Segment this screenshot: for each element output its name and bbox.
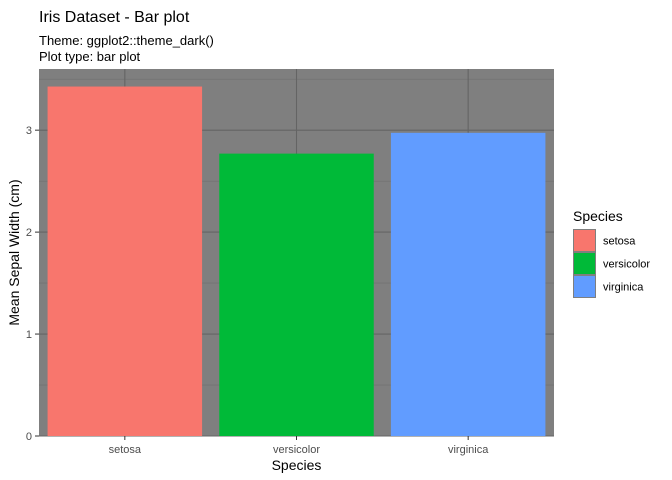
x-axis-ticks: setosa versicolor virginica bbox=[109, 436, 489, 456]
legend-label: versicolor bbox=[603, 259, 650, 271]
bars bbox=[47, 86, 546, 437]
y-tick-label: 3 bbox=[26, 125, 32, 137]
legend-label: setosa bbox=[603, 236, 636, 248]
x-tick-label: versicolor bbox=[273, 444, 320, 456]
x-tick-label: setosa bbox=[109, 444, 142, 456]
y-tick-label: 2 bbox=[26, 227, 32, 239]
x-tick-label: virginica bbox=[448, 444, 489, 456]
chart-subtitle-line-1: Theme: ggplot2::theme_dark() bbox=[39, 33, 214, 48]
y-tick-label: 1 bbox=[26, 329, 32, 341]
legend: setosa versicolor virginica bbox=[573, 229, 650, 298]
y-axis-ticks: 0 1 2 3 bbox=[26, 125, 39, 443]
bar-virginica bbox=[390, 132, 546, 437]
chart-title: Iris Dataset - Bar plot bbox=[39, 9, 190, 26]
bar-setosa bbox=[47, 86, 203, 436]
legend-label: virginica bbox=[603, 282, 644, 294]
bar-versicolor bbox=[219, 153, 374, 436]
y-axis-title: Mean Sepal Width (cm) bbox=[6, 179, 22, 325]
legend-swatch-virginica bbox=[574, 276, 595, 297]
x-axis-title: Species bbox=[272, 457, 322, 473]
chart-subtitle-line-2: Plot type: bar plot bbox=[39, 49, 141, 64]
legend-swatch-setosa bbox=[574, 230, 595, 251]
legend-title: Species bbox=[573, 208, 623, 224]
legend-swatch-versicolor bbox=[574, 253, 595, 274]
y-tick-label: 0 bbox=[26, 431, 32, 443]
